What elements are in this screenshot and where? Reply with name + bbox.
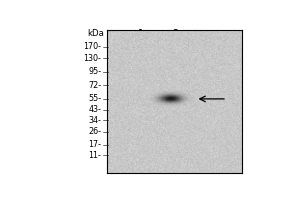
Text: 1: 1 <box>138 29 144 39</box>
Text: 17-: 17- <box>88 140 101 149</box>
Text: 34-: 34- <box>88 116 101 125</box>
Text: 55-: 55- <box>88 94 101 103</box>
Text: 170-: 170- <box>83 42 101 51</box>
Text: 2: 2 <box>173 29 179 39</box>
Text: 95-: 95- <box>88 67 101 76</box>
Text: 11-: 11- <box>88 151 101 160</box>
Text: 72-: 72- <box>88 81 101 90</box>
Text: 130-: 130- <box>84 54 101 63</box>
Text: 26-: 26- <box>88 127 101 136</box>
Text: 43-: 43- <box>88 105 101 114</box>
Text: kDa: kDa <box>88 29 104 38</box>
